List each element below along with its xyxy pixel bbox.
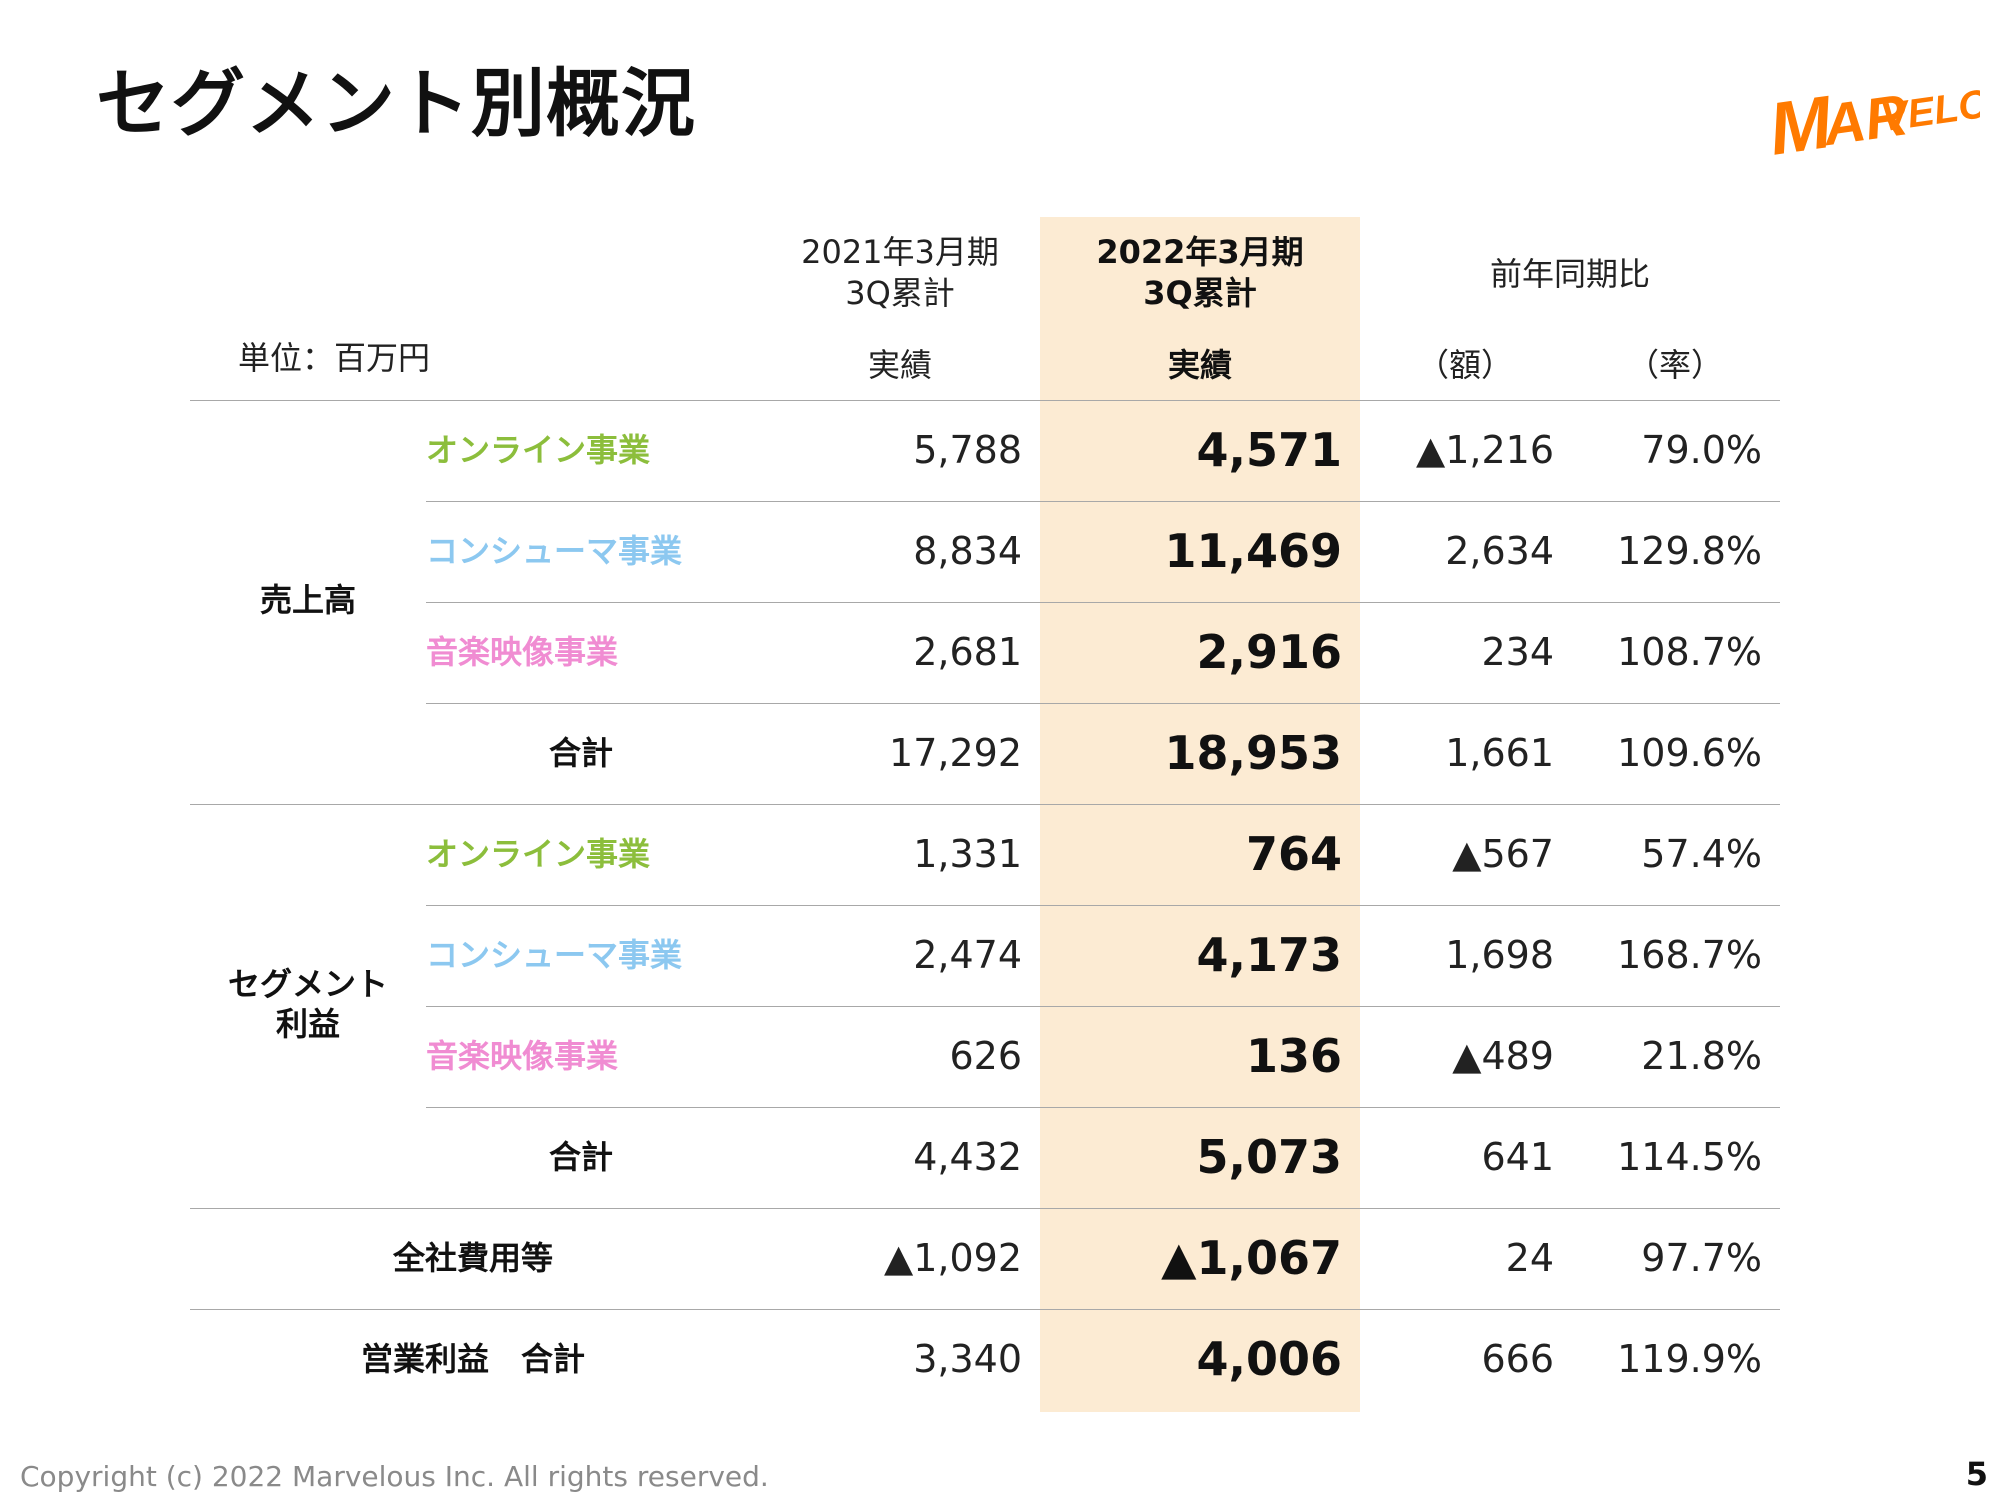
prev-actual-cell: 4,432 [913, 1135, 1022, 1179]
group-label-segment-profit-line2: 利益 [275, 1005, 340, 1043]
svg-text:M: M [1764, 80, 1838, 165]
row-divider [426, 703, 1780, 704]
prev-actual-cell: 3,340 [913, 1337, 1022, 1381]
segment-label-consumer: コンシューマ事業 [426, 936, 683, 974]
curr-actual-cell: 4,173 [1196, 928, 1342, 982]
total-label: 合計 [548, 1138, 613, 1176]
prev-actual-header: 実績 [867, 346, 932, 384]
prev-actual-cell: ▲1,092 [883, 1236, 1022, 1280]
yoy-rate-cell: 21.8% [1641, 1034, 1762, 1078]
yoy-amount-cell: ▲1,216 [1415, 428, 1554, 472]
header-divider [190, 400, 1780, 401]
prev-actual-cell: 17,292 [889, 731, 1022, 775]
total-label: 合計 [548, 734, 613, 772]
yoy-rate-cell: 79.0% [1641, 428, 1762, 472]
prev-actual-cell: 2,681 [913, 630, 1022, 674]
curr-actual-cell: 4,571 [1196, 423, 1342, 477]
yoy-header: 前年同期比 [1489, 255, 1650, 293]
yoy-rate-cell: 109.6% [1617, 731, 1762, 775]
row-divider [426, 501, 1780, 502]
yoy-amount-cell: 666 [1481, 1337, 1554, 1381]
page-number: 5 [1965, 1455, 1988, 1493]
segment-label-online: オンライン事業 [426, 431, 651, 469]
segment-label-consumer: コンシューマ事業 [426, 532, 683, 570]
curr-actual-header: 実績 [1167, 346, 1232, 384]
marvelous-logo: M AR VELOUS! [1764, 72, 1980, 165]
yoy-rate-cell: 57.4% [1641, 832, 1762, 876]
row-divider [426, 602, 1780, 603]
svg-text:AR: AR [1817, 82, 1911, 158]
prev-period-header-line1: 2021年3月期 [801, 233, 999, 271]
corporate-expenses-label: 全社費用等 [392, 1239, 553, 1277]
prev-period-header-line2: 3Q累計 [845, 274, 955, 312]
curr-actual-cell: 11,469 [1164, 524, 1342, 578]
yoy-amount-cell: 641 [1481, 1135, 1554, 1179]
group-label-sales: 売上高 [259, 581, 356, 619]
group-divider [190, 1208, 1780, 1209]
group-label-segment-profit-line1: セグメント [227, 965, 388, 1003]
segment-label-music: 音楽映像事業 [426, 633, 619, 671]
unit-label: 単位：百万円 [238, 339, 431, 377]
curr-period-header-line1: 2022年3月期 [1096, 233, 1304, 271]
yoy-rate-cell: 108.7% [1617, 630, 1762, 674]
segment-label-online: オンライン事業 [426, 835, 651, 873]
yoy-amount-cell: ▲489 [1452, 1034, 1554, 1078]
prev-actual-cell: 5,788 [913, 428, 1022, 472]
prev-actual-cell: 1,331 [913, 832, 1022, 876]
yoy-rate-cell: 168.7% [1617, 933, 1762, 977]
yoy-amount-cell: 1,698 [1445, 933, 1554, 977]
group-divider [190, 1309, 1780, 1310]
prev-actual-cell: 2,474 [913, 933, 1022, 977]
yoy-rate-cell: 129.8% [1617, 529, 1762, 573]
page-title: セグメント別概況 [96, 61, 696, 147]
curr-actual-cell: 4,006 [1196, 1332, 1342, 1386]
curr-actual-cell: 2,916 [1196, 625, 1342, 679]
curr-period-header-line2: 3Q累計 [1143, 274, 1257, 312]
yoy-rate-header: （率） [1626, 346, 1723, 384]
yoy-rate-cell: 97.7% [1641, 1236, 1762, 1280]
yoy-amount-cell: ▲567 [1452, 832, 1554, 876]
prev-actual-cell: 626 [949, 1034, 1022, 1078]
row-divider [426, 905, 1780, 906]
curr-actual-cell: ▲1,067 [1161, 1231, 1342, 1285]
yoy-rate-cell: 119.9% [1617, 1337, 1762, 1381]
group-divider [190, 804, 1780, 805]
yoy-rate-cell: 114.5% [1617, 1135, 1762, 1179]
svg-text:VELOUS!: VELOUS! [1878, 72, 1980, 140]
curr-actual-cell: 5,073 [1196, 1130, 1342, 1184]
prev-actual-cell: 8,834 [913, 529, 1022, 573]
segment-label-music: 音楽映像事業 [426, 1037, 619, 1075]
curr-actual-cell: 136 [1245, 1029, 1342, 1083]
yoy-amount-cell: 234 [1481, 630, 1554, 674]
yoy-amount-cell: 2,634 [1445, 529, 1554, 573]
curr-actual-cell: 18,953 [1164, 726, 1342, 780]
row-divider [426, 1107, 1780, 1108]
copyright-footer: Copyright (c) 2022 Marvelous Inc. All ri… [20, 1460, 769, 1493]
row-divider [426, 1006, 1780, 1007]
yoy-amount-header: （額） [1416, 346, 1513, 384]
yoy-amount-cell: 1,661 [1445, 731, 1554, 775]
yoy-amount-cell: 24 [1505, 1236, 1554, 1280]
curr-actual-cell: 764 [1245, 827, 1342, 881]
operating-income-total-label: 営業利益 合計 [360, 1340, 585, 1378]
current-period-highlight [1040, 217, 1360, 1412]
